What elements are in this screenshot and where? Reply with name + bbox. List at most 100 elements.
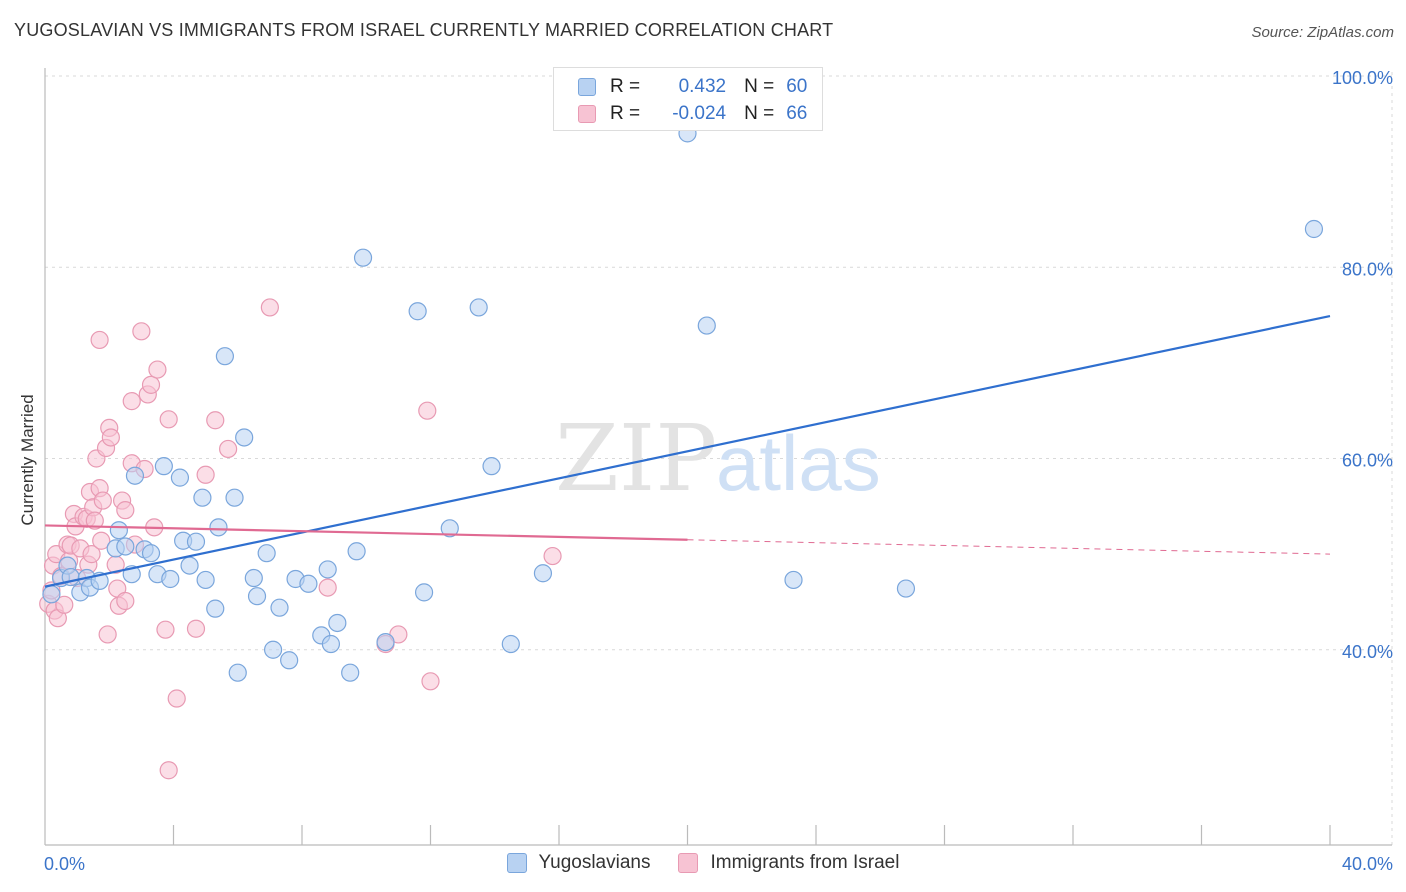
- trend-lines: [44, 314, 1331, 588]
- point-yugoslavian: [263, 640, 283, 659]
- point-yugoslavian: [186, 532, 206, 551]
- legend-swatch-pink: [578, 105, 596, 123]
- legend-r-value: -0.024: [672, 103, 727, 124]
- trend-line-israel-extension: [687, 539, 1331, 555]
- watermark-zip: ZIP: [555, 405, 717, 512]
- point-israel: [219, 439, 238, 459]
- point-israel: [159, 761, 178, 780]
- point-israel: [92, 531, 111, 550]
- axes: [44, 68, 1392, 846]
- point-yugoslavian: [116, 537, 135, 556]
- point-yugoslavian: [347, 542, 366, 561]
- point-yugoslavian: [209, 518, 228, 537]
- legend-n-value: 60: [786, 76, 808, 97]
- legend-r-label: R =: [610, 76, 641, 97]
- trend-line-yugoslavians: [44, 314, 1331, 588]
- legend-label: Immigrants from Israel: [710, 852, 900, 873]
- point-yugoslavian: [235, 428, 254, 447]
- point-yugoslavian: [109, 521, 128, 540]
- legend-r-value: 0.432: [678, 76, 727, 97]
- point-yugoslavian: [533, 564, 553, 583]
- point-yugoslavian: [154, 457, 173, 476]
- trend-line-israel: [44, 524, 688, 541]
- chart-title: YUGOSLAVIAN VS IMMIGRANTS FROM ISRAEL CU…: [14, 20, 834, 40]
- point-yugoslavian: [215, 347, 234, 366]
- watermark-atlas: atlas: [716, 419, 881, 507]
- point-israel: [93, 491, 112, 510]
- point-yugoslavian: [697, 316, 716, 335]
- legend-r-label: R =: [610, 103, 641, 124]
- legend-item-yugoslavians[interactable]: Yugoslavians: [506, 852, 651, 874]
- legend-row-israel: R = -0.024 N = 66: [578, 102, 807, 126]
- point-yugoslavian: [299, 574, 318, 593]
- point-israel: [141, 375, 161, 394]
- point-israel: [82, 545, 101, 564]
- series-legend: Yugoslavians Immigrants from Israel: [0, 852, 1406, 874]
- legend-n-label: N =: [744, 76, 775, 97]
- point-yugoslavian: [469, 298, 488, 317]
- point-israel: [85, 511, 104, 530]
- point-yugoslavian: [896, 579, 916, 598]
- point-yugoslavian: [440, 519, 459, 538]
- point-israel: [206, 411, 225, 430]
- point-yugoslavian: [125, 466, 145, 485]
- point-israel: [55, 595, 74, 614]
- point-yugoslavian: [270, 598, 289, 617]
- point-israel: [101, 428, 120, 447]
- tick-labels: 40.0% 60.0% 80.0% 100.0% 0.0% 40.0%: [44, 68, 1393, 874]
- legend-swatch-blue: [506, 853, 527, 873]
- point-israel: [98, 625, 117, 644]
- point-israel: [196, 465, 215, 484]
- point-yugoslavian: [328, 613, 347, 633]
- point-israel: [90, 330, 109, 350]
- point-israel: [116, 501, 135, 520]
- point-yugoslavian: [196, 570, 215, 590]
- x-tick-label: 0.0%: [44, 854, 85, 874]
- point-yugoslavian: [225, 488, 244, 507]
- chart-source: Source: ZipAtlas.com: [1251, 24, 1394, 41]
- point-yugoslavian: [280, 651, 299, 670]
- point-yugoslavian: [244, 568, 263, 588]
- point-yugoslavian: [376, 632, 395, 652]
- point-israel: [122, 392, 141, 411]
- legend-item-israel[interactable]: Immigrants from Israel: [678, 852, 899, 874]
- point-israel: [148, 360, 167, 379]
- y-tick-label: 40.0%: [1342, 642, 1393, 662]
- legend-swatch-blue: [578, 78, 596, 96]
- point-israel: [186, 619, 206, 638]
- point-yugoslavian: [408, 302, 427, 321]
- correlation-legend: R = 0.432 N = 60 R = -0.024 N = 66: [553, 67, 823, 131]
- point-israel: [159, 410, 178, 429]
- legend-swatch-pink: [678, 853, 699, 873]
- point-yugoslavian: [180, 556, 199, 575]
- point-yugoslavian: [318, 560, 337, 579]
- point-yugoslavian: [341, 663, 360, 682]
- legend-label: Yugoslavians: [538, 852, 651, 873]
- point-yugoslavian: [161, 569, 180, 589]
- x-tick-label: 40.0%: [1342, 854, 1393, 874]
- series-yugoslavian-points: [42, 124, 1324, 682]
- point-israel: [418, 401, 437, 420]
- point-israel: [421, 672, 440, 691]
- watermark: ZIP atlas: [555, 405, 881, 512]
- point-yugoslavian: [257, 544, 276, 563]
- legend-n-label: N =: [744, 103, 775, 124]
- point-yugoslavian: [193, 488, 212, 507]
- series-israel-points: [39, 298, 562, 780]
- point-yugoslavian: [42, 585, 61, 604]
- y-tick-label: 100.0%: [1332, 68, 1393, 88]
- point-israel: [116, 591, 135, 611]
- point-yugoslavian: [321, 634, 341, 654]
- point-israel: [543, 546, 562, 566]
- point-yugoslavian: [247, 587, 267, 606]
- legend-row-yugoslavians: R = 0.432 N = 60: [578, 75, 807, 99]
- point-yugoslavian: [501, 634, 520, 654]
- point-yugoslavian: [141, 544, 161, 563]
- point-yugoslavian: [414, 583, 434, 602]
- point-yugoslavian: [1304, 219, 1324, 239]
- y-tick-label: 60.0%: [1342, 451, 1393, 471]
- point-israel: [132, 322, 151, 341]
- legend-n-value: 66: [786, 103, 808, 124]
- point-yugoslavian: [784, 570, 803, 590]
